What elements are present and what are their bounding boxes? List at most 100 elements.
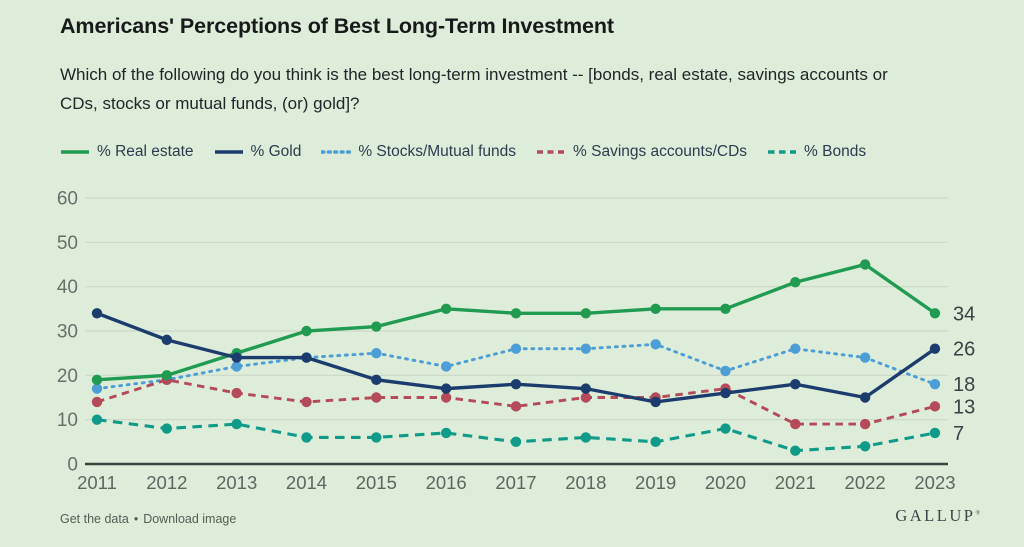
download-image-link[interactable]: Download image (143, 512, 237, 526)
data-point-real-estate (580, 308, 592, 319)
data-point-real-estate (91, 374, 103, 385)
data-point-real-estate (720, 303, 731, 315)
legend-item-gold: % Gold (214, 143, 301, 161)
x-axis-tick-label: 2023 (914, 472, 955, 493)
data-point-gold (790, 379, 801, 390)
data-point-stocks-mutual-funds (790, 343, 801, 354)
data-point-real-estate (650, 303, 661, 315)
legend-label-savings-accounts-cds: % Savings accounts/CDs (573, 143, 748, 160)
data-point-bonds (859, 441, 871, 452)
data-point-gold (231, 352, 242, 363)
data-point-gold (859, 392, 871, 403)
y-axis-tick-label: 20 (57, 366, 78, 387)
x-axis-tick-label: 2022 (845, 472, 886, 493)
series-line-real-estate (96, 262, 936, 382)
data-point-gold (510, 379, 522, 390)
series-end-label-stocks-mutual-funds: 18 (953, 374, 975, 396)
data-point-bonds (440, 427, 452, 439)
data-point-stocks-mutual-funds (720, 365, 731, 377)
legend-swatch-gold-icon (214, 150, 243, 154)
footer-links: Get the data • Download image (60, 512, 236, 526)
chart-legend: % Real estate % Gold % Stocks/Mutual funds… (60, 143, 866, 161)
y-axis-tick-label: 0 (67, 455, 78, 476)
data-point-real-estate (301, 325, 312, 337)
x-axis-tick-label: 2017 (495, 472, 536, 493)
x-axis-tick-label: 2012 (146, 472, 187, 493)
x-axis-tick-label: 2019 (635, 472, 676, 493)
legend-swatch-bonds-icon (768, 150, 797, 154)
data-point-bonds (510, 436, 522, 448)
y-axis-tick-label: 50 (57, 233, 78, 254)
data-point-bonds (929, 427, 941, 439)
data-point-real-estate (929, 308, 941, 319)
data-point-savings-accounts-cds (371, 392, 382, 403)
data-point-gold (720, 387, 731, 399)
series-end-label-real-estate: 34 (953, 303, 975, 325)
gallup-logo[interactable]: GALLUP® (895, 506, 980, 526)
legend-label-stocks-mutual-funds: % Stocks/Mutual funds (358, 143, 517, 160)
data-point-gold (440, 383, 452, 394)
data-point-stocks-mutual-funds (440, 361, 452, 372)
chart-subtitle: Which of the following do you think is t… (60, 60, 888, 118)
data-point-gold (929, 343, 941, 354)
data-point-bonds (371, 432, 382, 443)
x-axis-tick-label: 2021 (775, 472, 816, 493)
data-point-savings-accounts-cds (859, 418, 871, 430)
legend-item-bonds: % Bonds (767, 143, 866, 161)
x-axis-tick-label: 2014 (286, 472, 327, 493)
legend-item-stocks-mutual-funds: % Stocks/Mutual funds (321, 143, 516, 161)
data-point-savings-accounts-cds (790, 418, 801, 430)
data-point-gold (371, 374, 382, 385)
y-axis-tick-label: 10 (57, 410, 78, 431)
data-point-real-estate (161, 370, 173, 381)
data-point-savings-accounts-cds (91, 396, 103, 408)
data-point-savings-accounts-cds (301, 396, 312, 408)
data-point-bonds (301, 432, 312, 443)
data-point-real-estate (371, 321, 382, 332)
legend-label-bonds: % Bonds (804, 143, 867, 160)
gallup-logo-trademark: ® (975, 510, 980, 517)
series-end-label-bonds: 7 (953, 423, 964, 445)
legend-swatch-stocks-mutual-funds-icon (321, 150, 352, 154)
data-point-stocks-mutual-funds (371, 347, 382, 359)
legend-swatch-real-estate-icon (61, 150, 89, 154)
chart-subtitle-line-1: Which of the following do you think is t… (60, 65, 888, 84)
x-axis-tick-label: 2013 (216, 472, 257, 493)
data-point-bonds (91, 414, 103, 425)
series-end-label-savings-accounts-cds: 13 (953, 396, 975, 418)
x-axis-tick-label: 2016 (426, 472, 467, 493)
data-point-bonds (790, 445, 801, 456)
page-title: Americans' Perceptions of Best Long-Term… (60, 14, 614, 38)
get-the-data-link[interactable]: Get the data (60, 512, 129, 526)
data-point-real-estate (859, 259, 871, 270)
chart-subtitle-line-2: CDs, stocks or mutual funds, (or) gold]? (60, 94, 360, 113)
y-axis-tick-label: 60 (57, 189, 78, 210)
y-axis-tick-label: 30 (57, 322, 78, 343)
data-point-stocks-mutual-funds (231, 361, 242, 372)
data-point-stocks-mutual-funds (929, 379, 941, 390)
x-axis-tick-label: 2011 (77, 472, 117, 493)
x-axis-tick-label: 2015 (356, 472, 397, 493)
data-point-stocks-mutual-funds (859, 352, 871, 363)
data-point-gold (650, 396, 661, 408)
data-point-real-estate (790, 277, 801, 288)
data-point-bonds (580, 432, 592, 443)
gallup-logo-text: GALLUP (895, 506, 976, 525)
data-point-savings-accounts-cds (580, 392, 592, 403)
data-point-savings-accounts-cds (231, 387, 242, 399)
data-point-bonds (720, 423, 731, 434)
legend-label-real-estate: % Real estate (97, 143, 194, 160)
data-point-gold (91, 308, 103, 319)
data-point-savings-accounts-cds (440, 392, 452, 403)
y-axis-tick-label: 40 (57, 277, 78, 298)
data-point-savings-accounts-cds (510, 401, 522, 412)
data-point-bonds (161, 423, 173, 434)
data-point-real-estate (510, 308, 522, 319)
legend-item-real-estate: % Real estate (60, 143, 194, 161)
data-point-stocks-mutual-funds (510, 343, 522, 354)
data-point-real-estate (440, 303, 452, 315)
data-point-gold (301, 352, 312, 363)
footer-separator: • (133, 512, 139, 526)
